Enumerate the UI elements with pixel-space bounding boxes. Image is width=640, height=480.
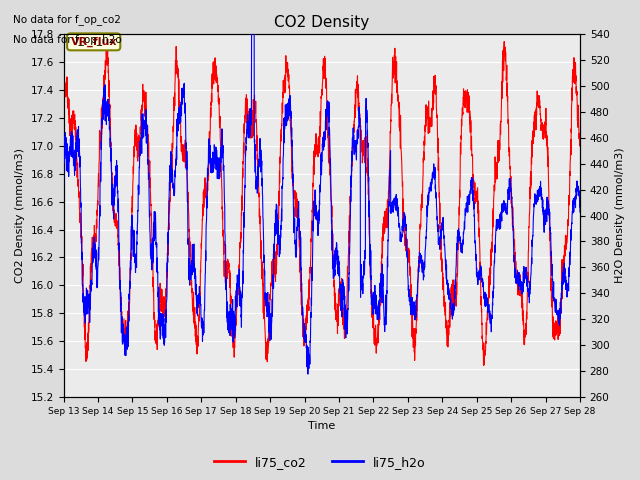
X-axis label: Time: Time [308, 421, 335, 432]
Text: VR_flux: VR_flux [70, 37, 117, 47]
Text: No data for f_op_co2: No data for f_op_co2 [13, 14, 121, 25]
Legend: li75_co2, li75_h2o: li75_co2, li75_h2o [209, 451, 431, 474]
Text: No data for f_op_h2o: No data for f_op_h2o [13, 34, 122, 45]
Title: CO2 Density: CO2 Density [274, 15, 369, 30]
Y-axis label: CO2 Density (mmol/m3): CO2 Density (mmol/m3) [15, 148, 25, 283]
Y-axis label: H2O Density (mmol/m3): H2O Density (mmol/m3) [615, 148, 625, 283]
